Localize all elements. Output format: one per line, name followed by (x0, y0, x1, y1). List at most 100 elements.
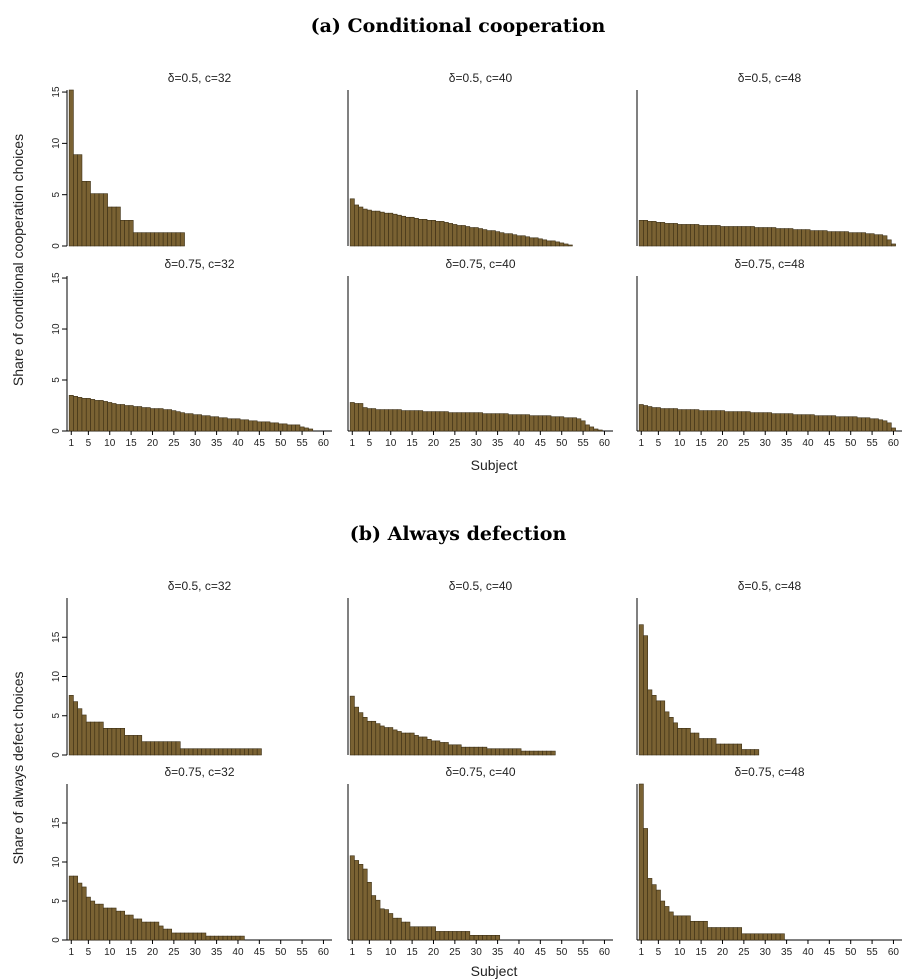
bar (818, 415, 824, 432)
bar (550, 416, 556, 432)
panel-title: δ=0.5, c=48 (738, 71, 802, 85)
bar (542, 750, 548, 756)
panel-title: δ=0.5, c=32 (168, 71, 232, 85)
bar (137, 406, 143, 432)
bar (698, 225, 704, 247)
bar (175, 741, 181, 756)
bar (409, 216, 415, 247)
bar (660, 700, 666, 756)
bar (891, 243, 896, 247)
bar (162, 232, 168, 247)
bar (179, 748, 185, 756)
bar (68, 89, 74, 247)
bar (439, 931, 445, 941)
x-tick-label: 10 (385, 947, 397, 958)
bar (495, 413, 501, 432)
bar (239, 419, 245, 432)
bar (431, 411, 436, 432)
bar (767, 227, 772, 247)
bar (443, 742, 449, 756)
bar (388, 212, 394, 247)
bar (720, 927, 725, 941)
bar (222, 417, 228, 432)
bar (465, 226, 471, 247)
bar (741, 411, 747, 432)
bar (431, 740, 436, 756)
bar (792, 229, 798, 247)
bar (486, 413, 492, 432)
bar (158, 408, 164, 432)
bar (516, 235, 522, 247)
bar (269, 422, 275, 432)
bar (392, 729, 398, 756)
bar (401, 410, 406, 432)
bar (426, 926, 432, 941)
bar (162, 409, 168, 432)
bar (668, 223, 674, 247)
bar (358, 712, 364, 756)
bar (758, 227, 764, 247)
bar (550, 750, 556, 756)
bar (533, 415, 539, 432)
bar (873, 418, 879, 432)
bar (77, 882, 83, 941)
bar (235, 418, 241, 432)
bar (826, 415, 832, 432)
bar (724, 743, 730, 756)
bar (418, 410, 424, 432)
bar (516, 748, 522, 756)
bar (882, 235, 888, 247)
y-tick-label: 5 (51, 713, 62, 719)
bar (422, 736, 428, 756)
bar (597, 429, 603, 432)
bar (869, 418, 875, 432)
bar (711, 410, 717, 432)
bar (664, 223, 670, 247)
bar (132, 735, 138, 756)
bar (839, 231, 845, 247)
bar (698, 920, 704, 941)
bar (252, 748, 258, 756)
bar (891, 427, 896, 432)
bar (396, 214, 402, 247)
bar (507, 414, 513, 432)
bar (409, 926, 415, 941)
x-tick-label: 1 (68, 438, 74, 449)
bar (512, 414, 518, 432)
bar (244, 748, 249, 756)
bar (239, 935, 245, 941)
bar (643, 828, 648, 941)
bar (426, 220, 432, 247)
bar (580, 420, 586, 432)
bar (128, 914, 134, 941)
bar (520, 750, 526, 756)
bar (205, 935, 211, 941)
bar (107, 402, 113, 432)
bar (145, 232, 151, 247)
bar (115, 206, 121, 247)
bar (584, 424, 590, 432)
bar (192, 414, 198, 432)
bar (843, 231, 849, 247)
bar (673, 915, 678, 941)
bar (413, 217, 419, 247)
bar (179, 412, 185, 432)
bar (525, 750, 530, 756)
bar (749, 749, 755, 756)
bar (690, 732, 695, 756)
bar (81, 181, 87, 247)
bar (529, 237, 535, 247)
bar (422, 219, 428, 247)
bar (660, 222, 666, 247)
bar (98, 193, 104, 247)
bar (681, 728, 687, 756)
bar (107, 907, 113, 941)
bar (167, 928, 173, 941)
bar (456, 931, 462, 941)
bar (384, 212, 389, 247)
y-tick-label: 10 (51, 323, 62, 335)
bar (384, 727, 389, 756)
bar (775, 228, 781, 247)
x-tick-label: 5 (86, 438, 92, 449)
